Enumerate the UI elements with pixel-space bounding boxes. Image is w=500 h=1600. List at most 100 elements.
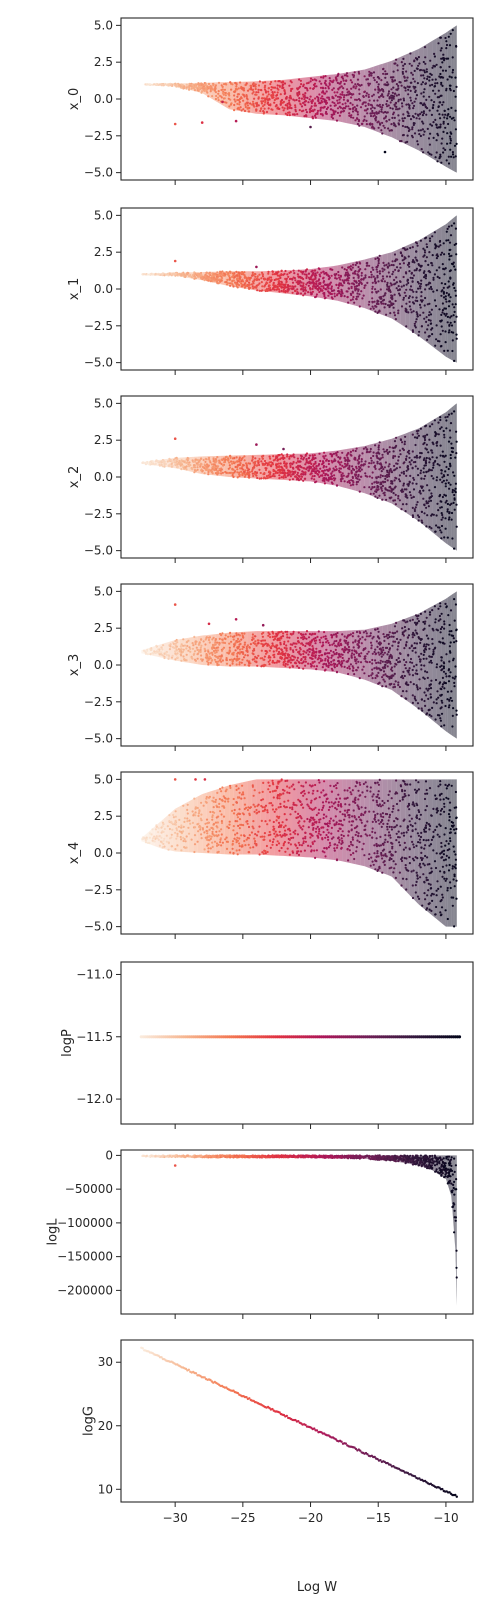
point xyxy=(427,263,430,266)
point xyxy=(443,116,446,119)
point xyxy=(374,490,377,493)
point xyxy=(377,91,380,94)
point xyxy=(294,475,297,478)
point xyxy=(248,462,252,465)
point xyxy=(444,482,447,485)
point xyxy=(235,659,238,662)
point xyxy=(383,126,386,129)
point xyxy=(343,635,346,638)
point xyxy=(243,283,246,286)
point xyxy=(372,307,375,310)
point xyxy=(454,95,457,98)
point xyxy=(385,83,388,87)
band-segment xyxy=(447,30,450,169)
point xyxy=(450,518,453,521)
point xyxy=(360,274,363,277)
point xyxy=(455,337,458,340)
point xyxy=(351,475,354,479)
point xyxy=(429,313,433,316)
point xyxy=(390,470,393,473)
point xyxy=(298,100,301,103)
point xyxy=(322,270,325,273)
point xyxy=(371,301,374,304)
point xyxy=(192,464,196,467)
point xyxy=(326,469,330,472)
point xyxy=(416,432,419,435)
point xyxy=(448,645,451,648)
point xyxy=(310,101,313,105)
point xyxy=(408,491,411,494)
band-segment xyxy=(278,454,284,480)
point xyxy=(412,461,415,464)
point xyxy=(428,311,431,314)
point xyxy=(238,98,242,101)
point xyxy=(242,89,246,92)
point xyxy=(416,514,420,517)
point xyxy=(277,469,280,472)
point xyxy=(429,322,432,325)
point xyxy=(407,634,411,637)
band-segment xyxy=(247,271,252,290)
band-segment xyxy=(158,459,164,467)
band-segment xyxy=(310,76,316,119)
point xyxy=(257,84,261,87)
point xyxy=(322,470,325,473)
point xyxy=(377,290,380,293)
point xyxy=(297,477,300,480)
band-segment xyxy=(409,242,415,334)
band-segment xyxy=(229,271,234,287)
point xyxy=(427,505,430,508)
band-segment xyxy=(342,263,347,304)
point xyxy=(450,324,454,327)
point xyxy=(333,112,336,116)
point xyxy=(447,614,450,617)
point xyxy=(273,101,276,104)
point xyxy=(404,307,407,310)
band-segment xyxy=(184,83,189,90)
point xyxy=(247,468,251,471)
point xyxy=(429,696,432,699)
point xyxy=(300,97,303,100)
point xyxy=(344,274,347,277)
point xyxy=(445,40,448,43)
ytick-label: 0.0 xyxy=(94,282,113,296)
point xyxy=(288,277,292,281)
point xyxy=(302,270,305,273)
point xyxy=(384,110,387,114)
point xyxy=(357,119,361,122)
point xyxy=(243,459,246,462)
point xyxy=(206,465,209,468)
point xyxy=(413,269,416,272)
point xyxy=(395,287,398,290)
point xyxy=(238,648,242,651)
point xyxy=(211,638,214,641)
point xyxy=(435,514,438,517)
point xyxy=(182,273,185,276)
point xyxy=(411,330,415,333)
band-segment xyxy=(238,81,243,112)
point xyxy=(200,457,203,460)
point xyxy=(332,452,336,455)
band-segment xyxy=(333,265,338,301)
point xyxy=(359,268,362,271)
point xyxy=(439,244,442,247)
band-segment xyxy=(423,43,428,156)
point xyxy=(205,458,208,461)
point xyxy=(315,274,318,277)
band-segment xyxy=(179,272,185,278)
band-segment xyxy=(451,406,454,549)
point xyxy=(226,273,229,276)
point xyxy=(375,266,378,269)
point xyxy=(386,105,389,108)
point xyxy=(388,677,391,680)
point xyxy=(291,281,295,284)
point xyxy=(297,292,300,295)
point xyxy=(290,107,293,110)
point xyxy=(453,641,456,644)
point xyxy=(299,477,303,481)
point xyxy=(415,318,418,321)
point xyxy=(329,79,332,82)
point xyxy=(327,479,330,482)
point xyxy=(446,536,449,539)
point xyxy=(202,83,205,87)
